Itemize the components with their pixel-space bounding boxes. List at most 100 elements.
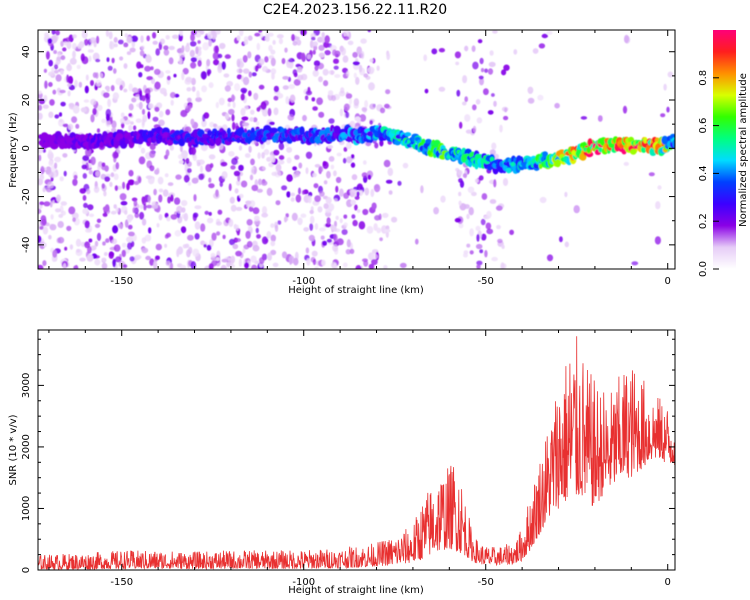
spectrogram-ridge-cell	[178, 137, 186, 147]
spectrogram-cell	[244, 262, 250, 269]
spectrogram-cell	[53, 69, 59, 74]
spectrogram-cell	[200, 165, 203, 173]
spectrogram-cell	[141, 118, 145, 126]
spectrogram-cell	[194, 205, 202, 210]
spectrogram-cell	[82, 208, 89, 215]
spectrogram-cell	[376, 65, 380, 71]
spectrogram-cell	[263, 149, 270, 156]
spectrogram-cell	[168, 57, 174, 65]
spectrogram-cell	[387, 167, 394, 177]
spectrogram-cell	[238, 164, 244, 172]
spectrogram-cell	[140, 45, 145, 50]
spectrogram-cell	[97, 161, 103, 168]
spectrogram-ridge-cell	[215, 137, 222, 147]
spectrogram-ridge-cell	[554, 159, 561, 168]
spectrogram-cell	[164, 212, 169, 218]
spectrogram-cell	[373, 184, 381, 193]
spectrogram-cell	[296, 66, 303, 73]
spectrogram-cell	[356, 209, 361, 213]
spectrogram-cell	[463, 252, 468, 258]
spectrogram-cell	[278, 142, 285, 151]
spectrogram-cell	[190, 62, 197, 69]
x-tick-label: 0	[665, 276, 671, 287]
spectrogram-cell	[497, 238, 503, 244]
spectrogram-cell	[297, 74, 304, 81]
spectrogram-cell	[129, 256, 135, 262]
spectrogram-cell	[323, 180, 328, 185]
spectrogram-cell	[667, 71, 674, 78]
spectrogram-cell	[236, 58, 241, 68]
spectrogram-cell	[75, 123, 80, 129]
spectrogram-cell	[328, 70, 335, 75]
spectrogram-cell	[105, 30, 109, 37]
spectrogram-cell	[339, 108, 344, 117]
spectrogram-cell	[141, 108, 146, 115]
spectrogram-cell	[183, 174, 190, 183]
spectrogram-cell	[170, 92, 176, 99]
spectrogram-cell	[496, 224, 501, 230]
spectrogram-cell	[53, 64, 59, 70]
spectrogram-cell	[72, 42, 77, 50]
spectrogram-cell	[139, 204, 144, 209]
spectrogram-cell	[364, 100, 368, 108]
spectrogram-cell	[182, 67, 189, 75]
spectrogram-cell	[323, 80, 329, 87]
spectrogram-cell	[186, 42, 190, 47]
spectrogram-cell	[358, 221, 366, 230]
spectrogram-cell	[63, 170, 67, 177]
spectrogram-cell	[288, 58, 295, 63]
spectrogram-cell	[350, 199, 357, 206]
spectrogram-cell	[454, 51, 461, 59]
spectrogram-cell	[115, 207, 120, 213]
spectrogram-cell	[154, 106, 160, 112]
spectrogram-cell	[314, 266, 319, 269]
spectrogram-cell	[152, 116, 159, 122]
spectrogram-cell	[383, 265, 388, 269]
spectrogram-cell	[88, 238, 93, 243]
spectrogram-cell	[269, 154, 274, 162]
spectrogram-cell	[385, 89, 391, 95]
spectrogram-cell	[85, 228, 92, 233]
spectrogram-cell	[89, 213, 95, 218]
spectrogram-cell	[56, 194, 61, 203]
spectrogram-cell	[346, 141, 352, 150]
spectrogram-cell	[96, 232, 102, 241]
spectrogram-cell	[291, 212, 298, 221]
spectrogram-cell	[248, 206, 254, 212]
spectrogram-cell	[318, 166, 324, 173]
spectrogram-cell	[38, 235, 42, 244]
spectrogram-cell	[251, 72, 257, 77]
spectrogram-cell	[147, 195, 151, 204]
spectrogram-cell	[158, 119, 165, 127]
spectrogram-cell	[462, 75, 468, 84]
spectrogram-cell	[109, 235, 114, 241]
spectrogram-cell	[49, 99, 55, 106]
spectrogram-cell	[173, 197, 181, 205]
spectrogram-cell	[355, 265, 362, 269]
spectrogram-cell	[215, 257, 220, 261]
spectrogram-cell	[340, 87, 345, 94]
spectrogram-cell	[261, 180, 268, 186]
y-tick-label: -20	[21, 188, 32, 204]
spectrogram-cell	[41, 218, 47, 226]
spectrogram-cell	[322, 161, 329, 169]
y-tick-label: 20	[21, 94, 32, 107]
spectrogram-cell	[491, 93, 495, 97]
spectrogram-cell	[127, 216, 132, 223]
spectrogram-cell	[235, 238, 241, 243]
spectrogram-cell	[346, 70, 350, 77]
spectrogram-cell	[146, 35, 150, 42]
spectrogram-cell	[128, 169, 134, 177]
spectrogram-cell	[115, 162, 120, 170]
spectrogram-cell	[502, 178, 509, 186]
spectrogram-cell	[538, 43, 546, 49]
spectrogram-cell	[342, 157, 347, 164]
spectrogram-cell	[43, 201, 51, 207]
spectrogram-cell	[132, 207, 136, 214]
spectrogram-cell	[261, 206, 268, 215]
colorbar-tick-label: 0.2	[698, 213, 709, 229]
spectrogram-cell	[140, 147, 146, 154]
spectrogram-cell	[388, 190, 393, 195]
spectrogram-cell	[333, 65, 339, 70]
spectrogram-cell	[236, 229, 240, 236]
